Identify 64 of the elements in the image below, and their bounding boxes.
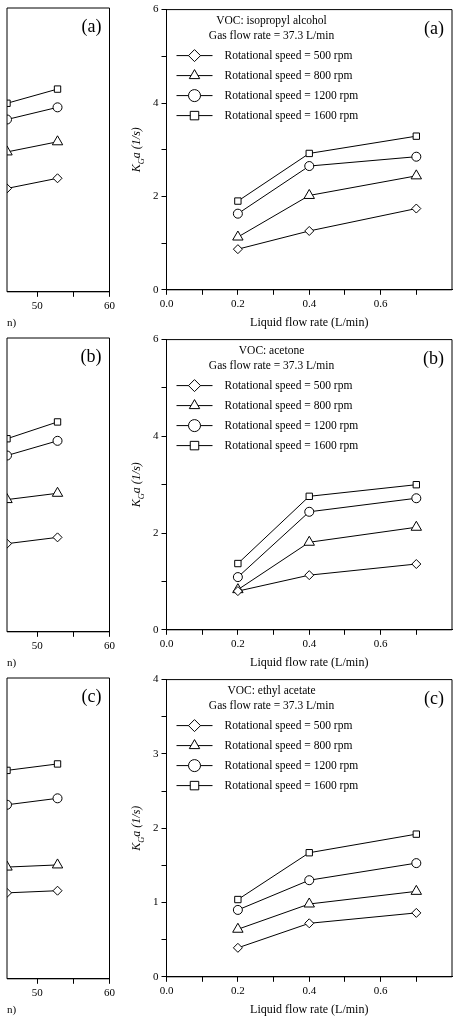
x-tick-label: 0.2 xyxy=(231,297,245,310)
y-tick-label: 3 xyxy=(153,746,159,759)
y-axis-title: KGa (1/s) xyxy=(129,127,146,174)
y-axis-title: KGa (1/s) xyxy=(129,805,146,852)
legend-label: Rotational speed = 500 rpm xyxy=(224,48,353,62)
x-tick-label: 60 xyxy=(104,299,116,312)
legend-label: Rotational speed = 1200 rpm xyxy=(224,418,359,432)
x-axis-title: n) xyxy=(7,316,17,329)
annotation: VOC: ethyl acetate xyxy=(227,683,316,697)
annotation: VOC: isopropyl alcohol xyxy=(216,13,327,27)
x-axis-title: Liquid flow rate (L/min) xyxy=(250,1002,369,1016)
legend-label: Rotational speed = 800 rpm xyxy=(224,68,353,82)
y-tick-label: 1 xyxy=(153,895,159,908)
y-tick-label: 0 xyxy=(153,969,159,982)
y-tick-label: 6 xyxy=(153,332,159,345)
y-axis-title: KGa (1/s) xyxy=(129,462,146,509)
y-tick-label: 2 xyxy=(153,821,159,834)
annotation: VOC: acetone xyxy=(238,343,305,356)
legend-label: Rotational speed = 500 rpm xyxy=(224,378,353,392)
x-tick-label: 0.4 xyxy=(302,984,317,997)
x-tick-label: 0.4 xyxy=(302,297,317,310)
legend-label: Rotational speed = 800 rpm xyxy=(224,398,353,412)
legend-label: Rotational speed = 1200 rpm xyxy=(224,758,359,772)
annotation: Gas flow rate = 37.3 L/min xyxy=(208,698,335,711)
y-tick-label: 4 xyxy=(153,95,159,108)
x-tick-label: 0.4 xyxy=(302,637,317,650)
x-tick-label: 50 xyxy=(31,986,44,999)
x-tick-label: 0.2 xyxy=(231,984,245,997)
y-tick-label: 2 xyxy=(153,189,159,202)
legend-label: Rotational speed = 500 rpm xyxy=(224,718,353,732)
y-tick-label: 6 xyxy=(153,2,159,15)
x-tick-label: 60 xyxy=(104,639,116,652)
text: (b) xyxy=(80,346,102,367)
annotation: (c) xyxy=(424,687,445,709)
x-tick-label: 0.6 xyxy=(373,637,388,650)
text: (c) xyxy=(81,686,102,707)
y-tick-label: 4 xyxy=(153,672,159,685)
annotation: (a) xyxy=(424,17,445,39)
x-tick-label: 0.6 xyxy=(373,297,388,310)
x-tick-label: 0.6 xyxy=(373,984,388,997)
legend-label: Rotational speed = 800 rpm xyxy=(224,738,353,752)
x-tick-label: 0.0 xyxy=(159,637,174,650)
legend-label: Rotational speed = 1200 rpm xyxy=(224,88,359,102)
x-tick-label: 50 xyxy=(31,299,44,312)
y-tick-label: 4 xyxy=(153,429,159,442)
annotation: (b) xyxy=(423,347,445,369)
y-tick-label: 2 xyxy=(153,525,159,538)
legend-label: Rotational speed = 1600 rpm xyxy=(224,108,359,122)
text: (a) xyxy=(81,16,102,37)
x-tick-label: 60 xyxy=(104,986,116,999)
x-axis-title: n) xyxy=(7,1003,17,1016)
y-tick-label: 0 xyxy=(153,622,159,635)
x-tick-label: 50 xyxy=(31,639,44,652)
legend-label: Rotational speed = 1600 rpm xyxy=(224,438,359,452)
x-axis-title: Liquid flow rate (L/min) xyxy=(250,315,369,329)
x-tick-label: 0.0 xyxy=(159,297,174,310)
legend-label: Rotational speed = 1600 rpm xyxy=(224,778,359,792)
annotation: Gas flow rate = 37.3 L/min xyxy=(208,28,335,41)
x-tick-label: 0.2 xyxy=(231,637,245,650)
x-axis-title: Liquid flow rate (L/min) xyxy=(250,655,369,669)
annotation: Gas flow rate = 37.3 L/min xyxy=(208,358,335,371)
x-axis-title: n) xyxy=(7,656,17,669)
y-tick-label: 0 xyxy=(153,282,159,295)
x-tick-label: 0.0 xyxy=(159,984,174,997)
